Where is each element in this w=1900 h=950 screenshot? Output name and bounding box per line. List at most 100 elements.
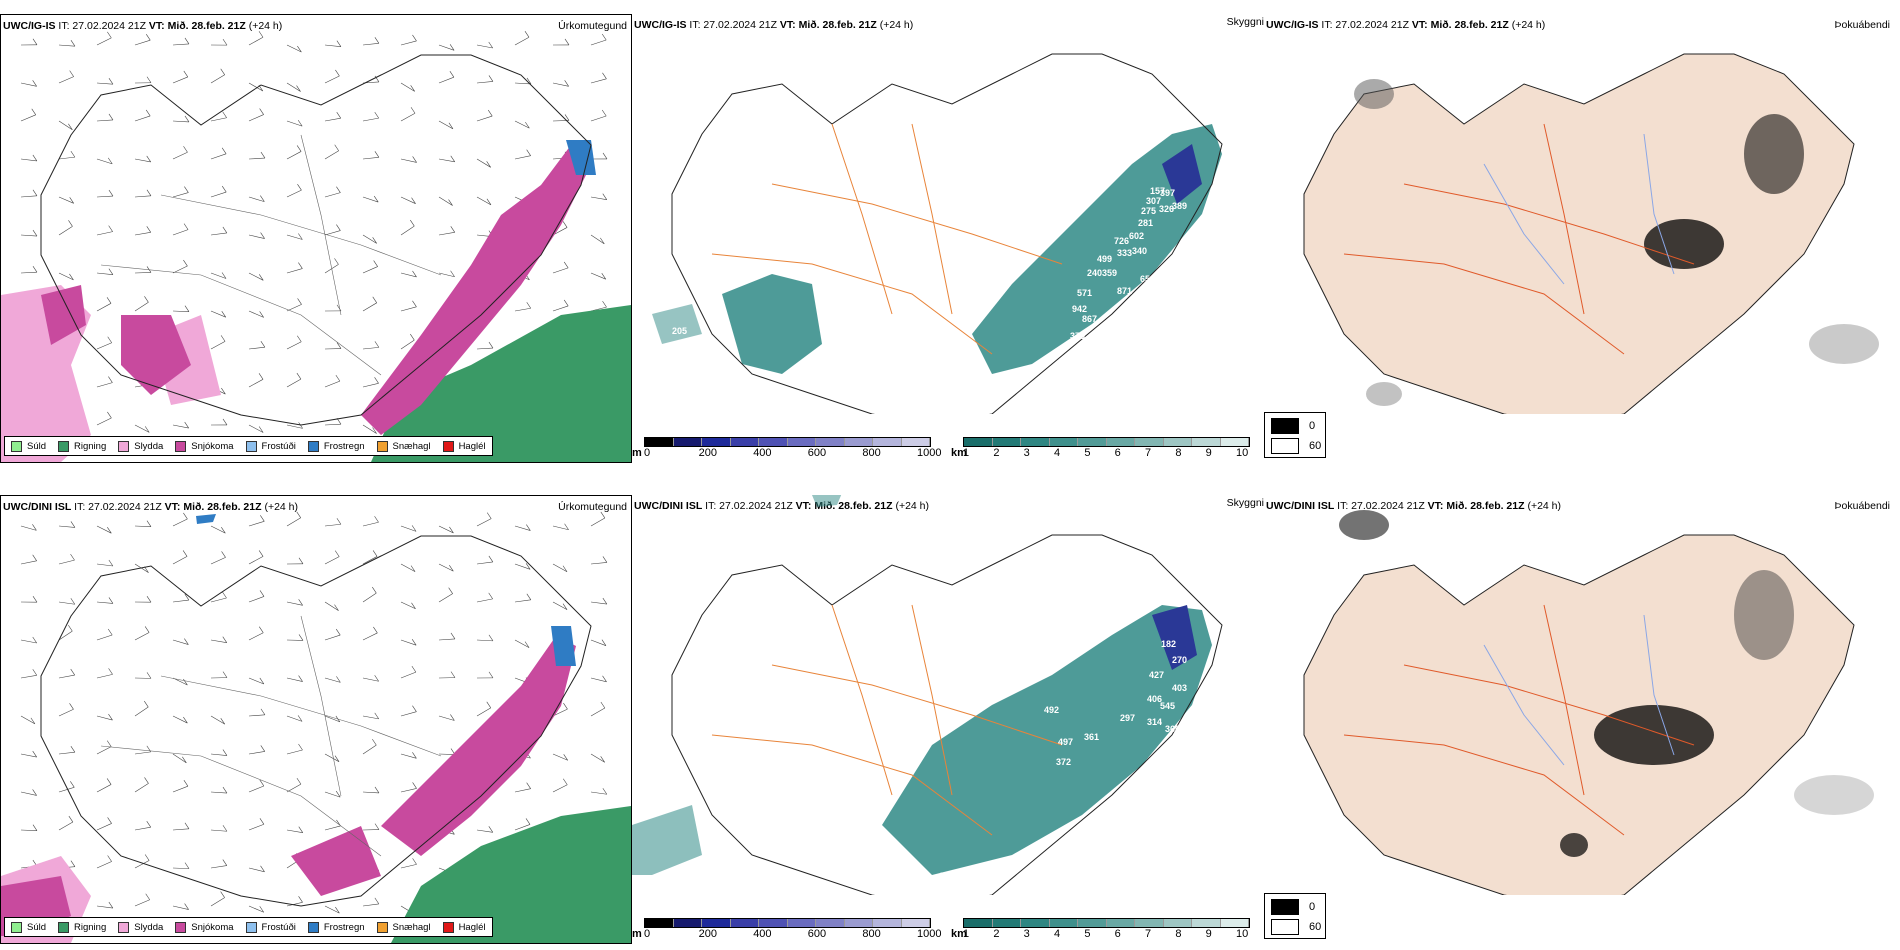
wind-barb-flag <box>486 161 491 168</box>
wind-barb <box>324 44 341 48</box>
legend-swatch <box>376 921 388 933</box>
wind-barb-flag <box>32 524 37 531</box>
wind-barb <box>172 518 188 527</box>
wind-barb <box>134 826 151 831</box>
wind-barb <box>362 266 378 274</box>
wind-barb-flag <box>222 38 228 46</box>
wind-barb <box>58 272 74 281</box>
wind-barb <box>438 638 455 641</box>
wind-barb-flag <box>336 676 341 683</box>
panel-header: UWC/DINI ISL IT: 27.02.2024 21Z VT: Mið.… <box>1266 500 1562 512</box>
wind-barb-flag <box>69 70 74 77</box>
wind-barb-flag <box>488 41 493 49</box>
wind-barb <box>20 158 37 162</box>
wind-barb <box>514 155 531 160</box>
legend-label: Rigning <box>74 440 107 452</box>
wind-barb-flag <box>32 750 37 758</box>
wind-barb-flag <box>412 782 417 789</box>
wind-barb-flag <box>68 815 74 823</box>
wind-barb <box>210 74 225 84</box>
panel-title: Skyggni <box>1226 16 1264 28</box>
wind-barb <box>58 601 75 605</box>
ceiling-value-label: 360 <box>1165 724 1180 734</box>
wind-barb-flag <box>106 297 112 304</box>
wind-barb-flag <box>487 109 493 117</box>
wind-barb <box>324 556 340 565</box>
wind-barb-flag <box>374 786 380 794</box>
wind-barb-flag <box>260 708 266 716</box>
legend-swatch <box>442 921 454 933</box>
wind-barb <box>20 195 37 198</box>
wind-barb <box>324 753 340 762</box>
colorbar-tick: 10 <box>1236 928 1249 940</box>
wind-barb-flag <box>334 755 340 762</box>
legend-swatch <box>442 440 454 452</box>
colorbar-tick: 8 <box>1175 447 1182 459</box>
legend-item: Frostregn <box>307 440 365 452</box>
snow-area <box>121 315 191 395</box>
wind-barb-flag <box>602 72 607 80</box>
wind-barb <box>362 632 378 641</box>
legend-label: Snæhagl <box>392 440 431 452</box>
wind-barb <box>172 151 188 160</box>
wind-barb <box>514 36 530 46</box>
wind-barb <box>96 37 112 46</box>
wind-barb <box>438 525 454 534</box>
wind-barb <box>134 302 149 312</box>
colorbar-tick: 200 <box>698 928 717 940</box>
wind-barb-flag <box>146 672 152 679</box>
wind-barb <box>248 82 263 92</box>
wind-barb <box>172 753 187 764</box>
land-area <box>1303 534 1855 895</box>
wind-barb-flag <box>222 418 228 426</box>
wind-barb-flag <box>145 893 150 900</box>
wind-barb-flag <box>220 335 226 342</box>
wind-barb <box>134 195 151 198</box>
wind-barb-flag <box>32 669 38 676</box>
ceiling-value-label: 297 <box>1120 713 1135 723</box>
legend-label: Slydda <box>134 440 164 452</box>
wind-barb <box>172 229 189 236</box>
fog-nw <box>1339 510 1389 540</box>
wind-barb <box>210 753 227 756</box>
wind-barb-flag <box>374 675 379 682</box>
legend-item: Snæhagl <box>376 440 431 452</box>
ceiling-value-label: 359 <box>1102 268 1117 278</box>
wind-barb <box>58 226 73 236</box>
wind-barb <box>248 677 264 685</box>
wind-barb-flag <box>334 604 339 611</box>
wind-barb-flag <box>184 638 189 645</box>
wind-barb <box>134 899 150 907</box>
wind-barb <box>96 563 113 567</box>
wind-barb-flag <box>410 107 416 114</box>
wind-barb <box>476 707 491 717</box>
wind-barb <box>58 786 75 793</box>
wind-barb <box>210 865 227 869</box>
wind-barb <box>438 563 454 572</box>
wind-barb <box>552 563 568 572</box>
wind-barb-flag <box>221 272 227 279</box>
wind-barb <box>286 234 303 240</box>
ceiling-value-label: 602 <box>1129 231 1144 241</box>
wind-barb <box>476 81 493 84</box>
wind-barb-flag <box>221 147 227 154</box>
road-lines <box>1343 123 1695 355</box>
wind-barb-flag <box>260 195 265 202</box>
wind-barb <box>324 677 341 683</box>
wind-barb <box>248 714 265 717</box>
wind-barb-flag <box>108 113 114 121</box>
legend-item: Slydda <box>118 921 163 933</box>
wind-barb-flag <box>526 149 531 156</box>
wind-barb-flag <box>374 341 380 348</box>
wind-barb-flag <box>183 716 188 724</box>
fog-legend-label: 60 <box>1309 440 1322 452</box>
wind-barb-flag <box>564 80 569 87</box>
wind-barb <box>286 82 301 92</box>
wind-barb-flag <box>373 626 378 634</box>
wind-barb <box>438 120 454 130</box>
fog-nw <box>1354 79 1394 109</box>
visibility-colorbar: km 1 2 3 4 5 6 7 8 9 10 <box>951 918 1256 942</box>
fog-legend-swatch <box>1271 438 1299 454</box>
wind-barb <box>134 115 151 122</box>
